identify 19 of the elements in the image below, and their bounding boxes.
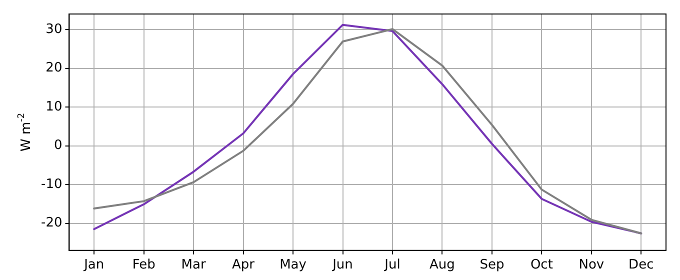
x-tick-label: Oct xyxy=(530,258,553,273)
x-tick-label: Feb xyxy=(132,258,156,273)
x-tick-label: Jan xyxy=(83,258,104,273)
x-tick-label: Aug xyxy=(430,258,455,273)
y-tick-label: -10 xyxy=(41,176,62,192)
y-tick-label: 0 xyxy=(54,138,62,154)
x-tick-label: Dec xyxy=(628,258,654,273)
x-tick-label: Jul xyxy=(384,258,400,273)
x-tick-label: Sep xyxy=(480,258,504,273)
y-tick-label: 30 xyxy=(46,22,62,37)
y-tick-label: 10 xyxy=(46,99,62,114)
x-tick-label: Mar xyxy=(181,258,206,273)
y-tick-label: -20 xyxy=(41,216,62,231)
x-tick-label: Nov xyxy=(578,258,604,273)
x-tick-label: May xyxy=(280,258,307,273)
x-tick-label: Jun xyxy=(332,258,353,273)
y-axis-title: W m-2 xyxy=(17,112,34,152)
x-tick-label: Apr xyxy=(232,258,256,273)
y-tick-label: 20 xyxy=(46,60,62,76)
